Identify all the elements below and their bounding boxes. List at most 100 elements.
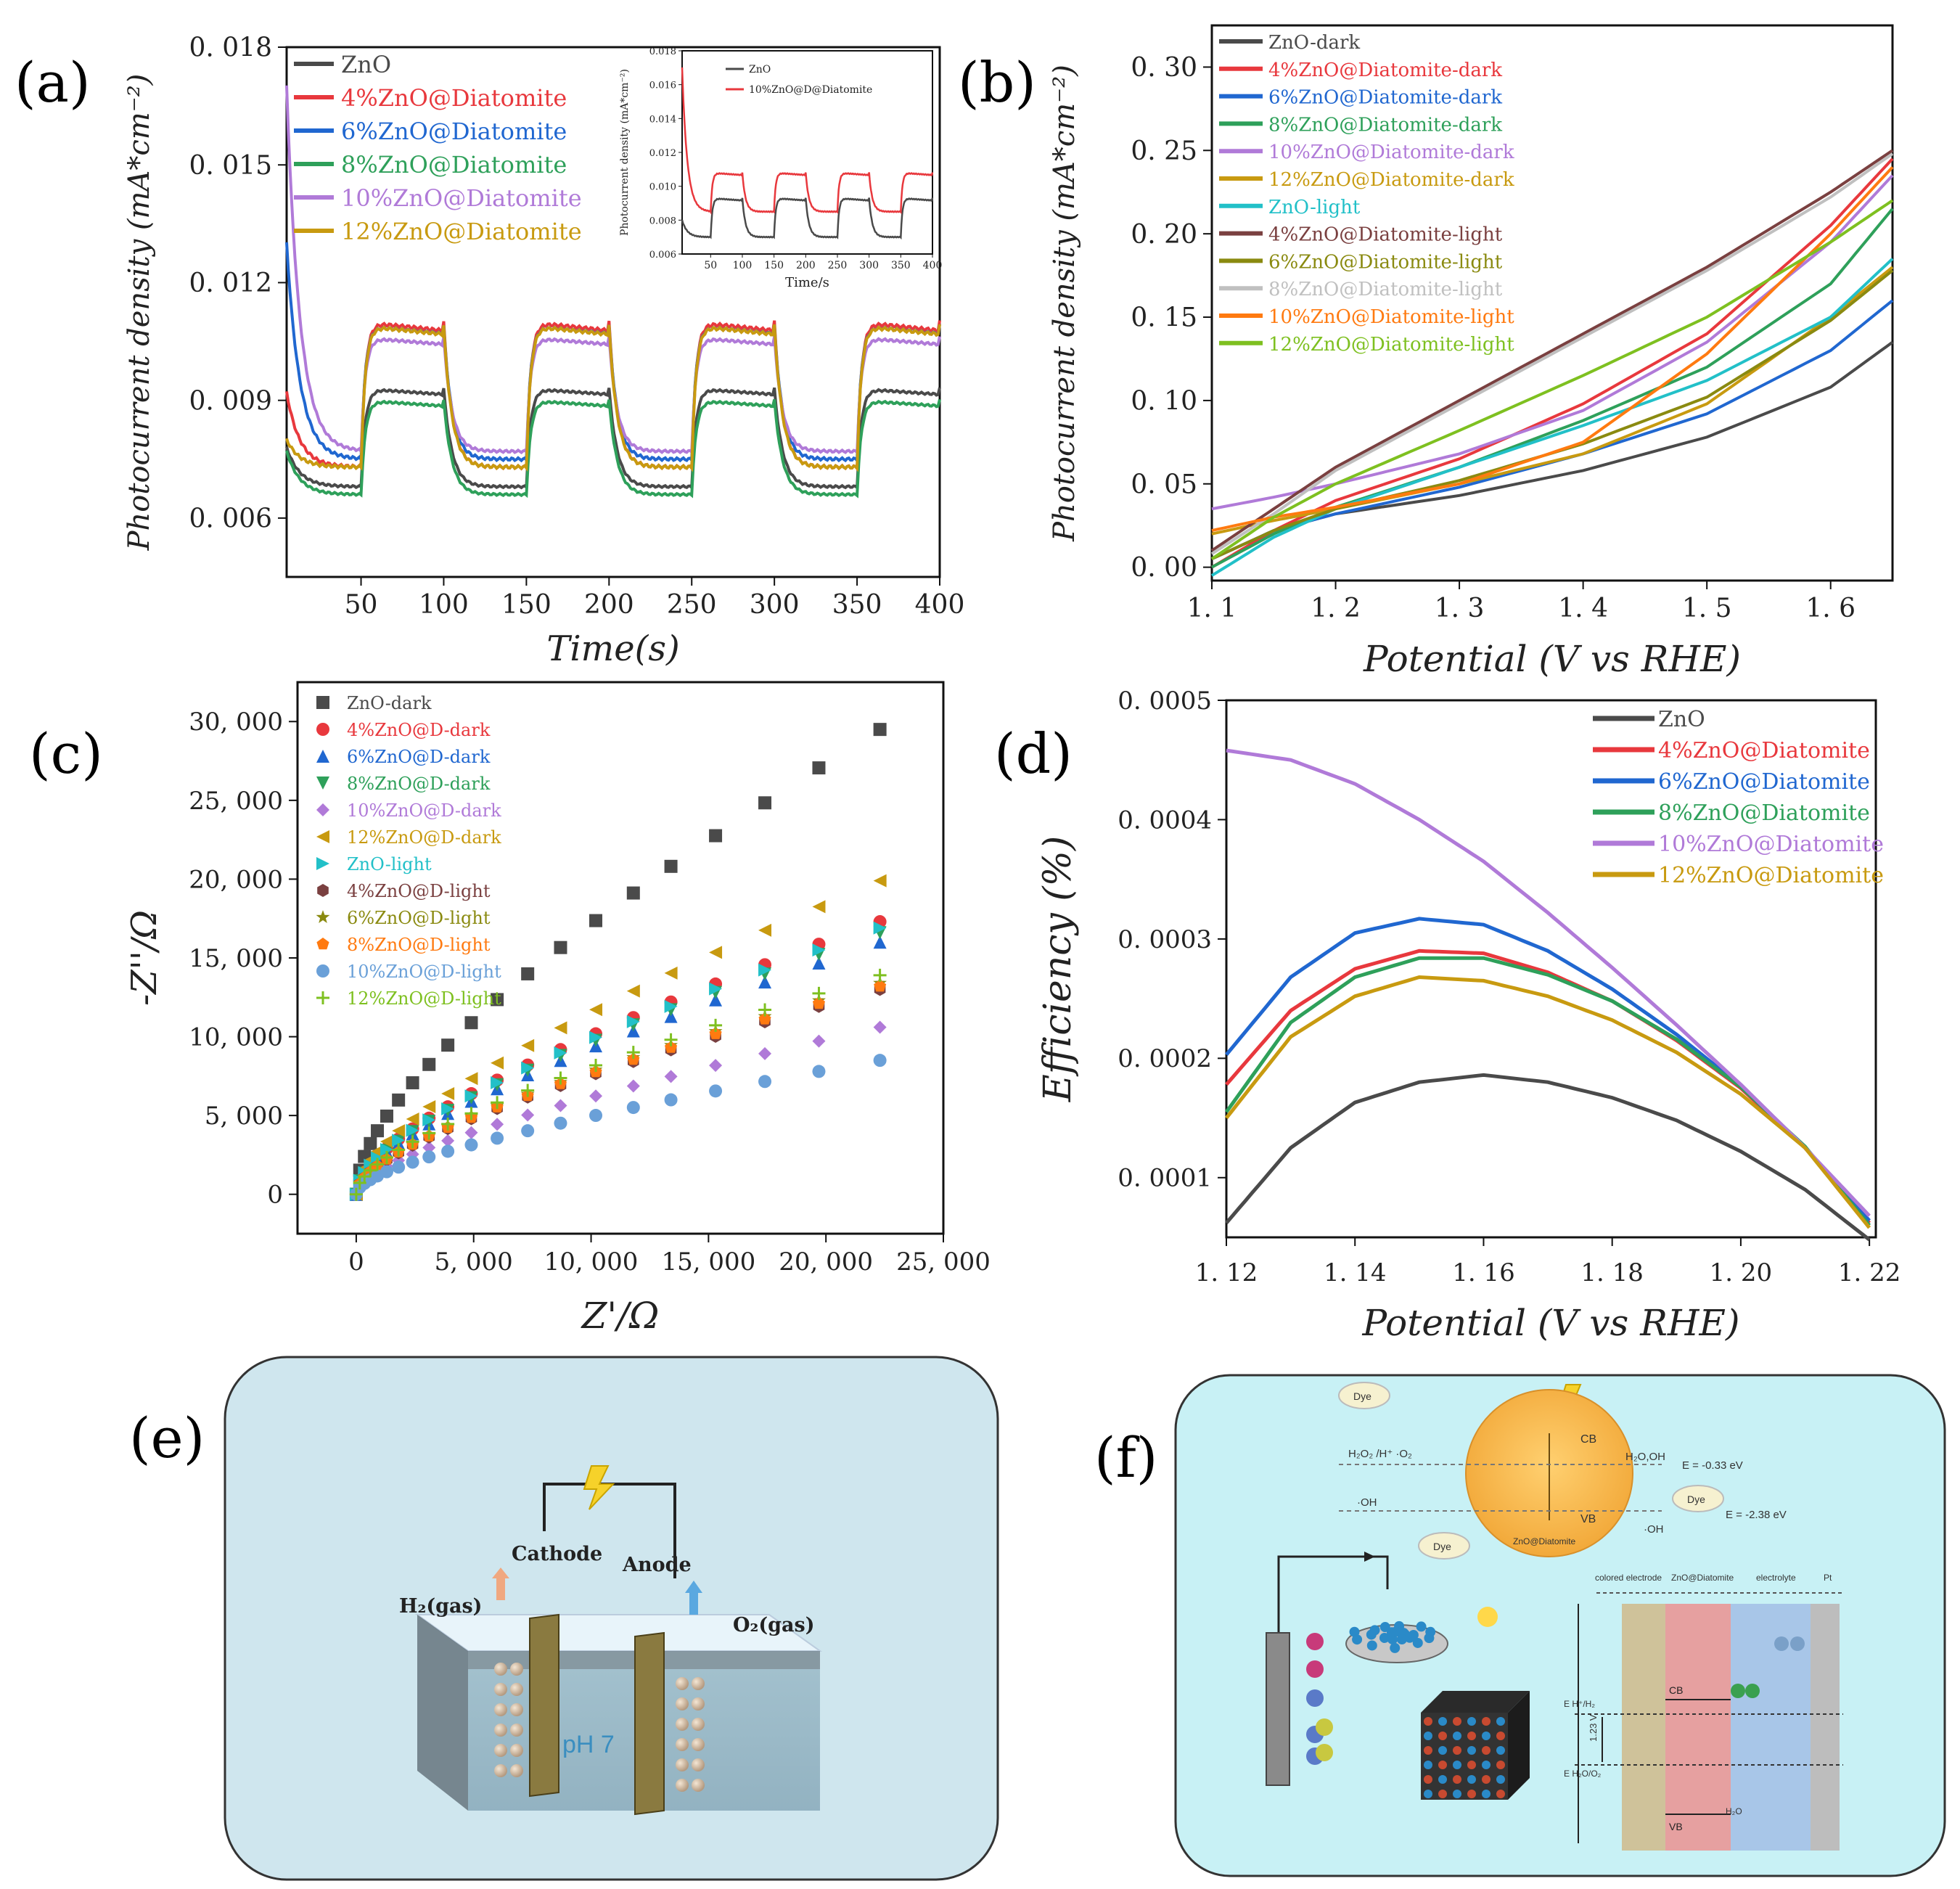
scatter-point-c-0 (664, 859, 678, 873)
scatter-point-c-6 (491, 1076, 504, 1090)
x-tick-label-b: 1. 3 (1435, 594, 1485, 623)
series-line-b-6 (1210, 258, 1894, 577)
legend-label-d-4: 10%ZnO@Diatomite (1658, 832, 1884, 857)
chart-d: 1. 12 1. 14 1. 16 1. 18 1. 20 1. 22 0. 0001 0. … (1036, 687, 1900, 1344)
legend-label-b-6: ZnO-light (1268, 197, 1361, 218)
disc-dot (1396, 1634, 1407, 1645)
disc-dot (1349, 1626, 1360, 1637)
scatter-point-c-10 (709, 1084, 723, 1098)
legend-marker-c-0 (316, 696, 329, 709)
cube-dot (1496, 1717, 1505, 1726)
anode-electrode (634, 1631, 665, 1816)
scatter-point-c-4 (422, 1141, 436, 1155)
x-tick-label-b: 1. 2 (1311, 594, 1361, 623)
series-line-d-1 (1225, 948, 1871, 1224)
chart-a: 50 100 150 200 250 300 350 400 0. 006 0. 009 0. 01… (123, 33, 964, 669)
legend-label-b-2: 6%ZnO@Diatomite-dark (1268, 87, 1502, 109)
cube-dot (1482, 1790, 1490, 1798)
dye-blob-3: Dye (1418, 1532, 1470, 1560)
series-line-d-2 (1225, 917, 1871, 1222)
scatter-point-c-10 (406, 1155, 419, 1169)
x-tick-label-d: 1. 14 (1324, 1258, 1387, 1287)
tank-side (417, 1615, 468, 1811)
x-tick-label-a: 150 (501, 590, 551, 620)
h2-label: H₂(gas) (399, 1595, 482, 1618)
scatter-point-c-10 (491, 1131, 504, 1145)
legend-marker-c-10 (316, 964, 329, 978)
bubble-right (676, 1779, 689, 1792)
scatter-point-c-0 (371, 1124, 385, 1138)
scatter-point-c-5 (491, 1056, 504, 1070)
scatter-point-c-10 (380, 1165, 393, 1179)
legend-label-b-7: 4%ZnO@Diatomite-light (1268, 224, 1503, 246)
legend-marker-c-11 (316, 991, 329, 1004)
scatter-point-c-5 (758, 923, 772, 937)
inset-y-tick-label: 0.012 (649, 148, 676, 159)
x-tick-label-c: 0 (348, 1247, 364, 1277)
inset-y-tick-label: 0.010 (649, 182, 676, 193)
y-tick-label-a: 0. 015 (189, 151, 272, 181)
legend-marker-c-3 (316, 777, 329, 790)
bubble-right (692, 1758, 705, 1771)
cube-dot (1467, 1732, 1476, 1740)
y-tick-label-d: 0. 0005 (1118, 687, 1212, 716)
series-line-d-5 (1225, 975, 1871, 1229)
cube-dot (1424, 1790, 1432, 1798)
band-hdr-1: colored electrode (1595, 1573, 1662, 1583)
legend-label-c-5: 12%ZnO@D-dark (347, 827, 501, 848)
scatter-point-c-6 (626, 1015, 640, 1028)
cube-dot (1482, 1761, 1490, 1769)
band-e2-label: E H₂O/O₂ (1564, 1769, 1602, 1779)
scatter-point-c-6 (392, 1134, 406, 1147)
scatter-point-c-9 (874, 980, 887, 992)
inset-series-line-1 (681, 67, 934, 215)
legend-label-c-3: 8%ZnO@D-dark (347, 774, 491, 794)
anode-label: Anode (622, 1554, 692, 1576)
scatter-point-c-0 (589, 914, 603, 927)
h2o-oh-label: H₂O,OH (1625, 1451, 1665, 1463)
x-axis-label-d: Potential (V vs RHE) (1362, 1302, 1740, 1344)
bubble-right (692, 1779, 705, 1792)
bubble-left (494, 1744, 507, 1757)
scatter-point-c-6 (380, 1142, 393, 1156)
sun-icon (1477, 1607, 1498, 1627)
bubble-right (676, 1718, 689, 1731)
ion-dot (1306, 1660, 1324, 1678)
scatter-point-c-4 (758, 1046, 772, 1060)
cell-wire (1277, 1555, 1389, 1633)
inset-y-axis-label: Photocurrent density (mA*cm⁻²) (619, 69, 631, 236)
chart-c: 0 5, 000 10, 000 15, 000 20, 000 25, 000 0 5, 0… (124, 681, 991, 1337)
scatter-point-c-9 (665, 1041, 678, 1053)
bubble-left (494, 1703, 507, 1716)
bubble-left (494, 1663, 507, 1676)
panel-label-e: (e) (129, 1406, 205, 1470)
band-pt (1811, 1604, 1840, 1851)
e-cb-label: E = -0.33 eV (1682, 1459, 1743, 1472)
scatter-point-c-4 (626, 1079, 640, 1093)
legend-marker-c-1 (316, 723, 329, 736)
scatter-point-c-4 (554, 1099, 567, 1112)
scatter-point-c-0 (380, 1109, 393, 1123)
y-tick-label-b: 0. 00 (1131, 553, 1197, 583)
scatter-point-c-11 (873, 968, 887, 982)
scatter-point-c-11 (364, 1163, 377, 1177)
legend-label-b-11: 12%ZnO@Diatomite-light (1268, 334, 1514, 356)
x-tick-label-c: 10, 000 (544, 1247, 639, 1277)
bubble-right (676, 1738, 689, 1751)
series-group-c-10 (349, 1054, 887, 1201)
band-v123-label: 1.23 V (1588, 1714, 1599, 1742)
scatter-point-c-0 (491, 993, 504, 1007)
grey-ion-1 (1774, 1636, 1789, 1651)
legend-label-b-4: 10%ZnO@Diatomite-dark (1268, 142, 1514, 163)
disc-dot (1390, 1642, 1401, 1653)
legend-marker-c-5 (316, 830, 329, 843)
series-line-b-4 (1211, 174, 1894, 511)
scatter-point-c-0 (406, 1076, 419, 1090)
scatter-point-c-11 (521, 1083, 535, 1097)
inset-legend-label-0: ZnO (749, 64, 771, 75)
legend-label-b-9: 8%ZnO@Diatomite-light (1268, 279, 1503, 300)
y-tick-label-c: 25, 000 (189, 787, 283, 816)
y-axis-label-a: Photocurrent density (mA*cm⁻²) (123, 74, 156, 552)
series-line-b-3 (1211, 208, 1894, 569)
scatter-point-c-5 (873, 874, 887, 888)
